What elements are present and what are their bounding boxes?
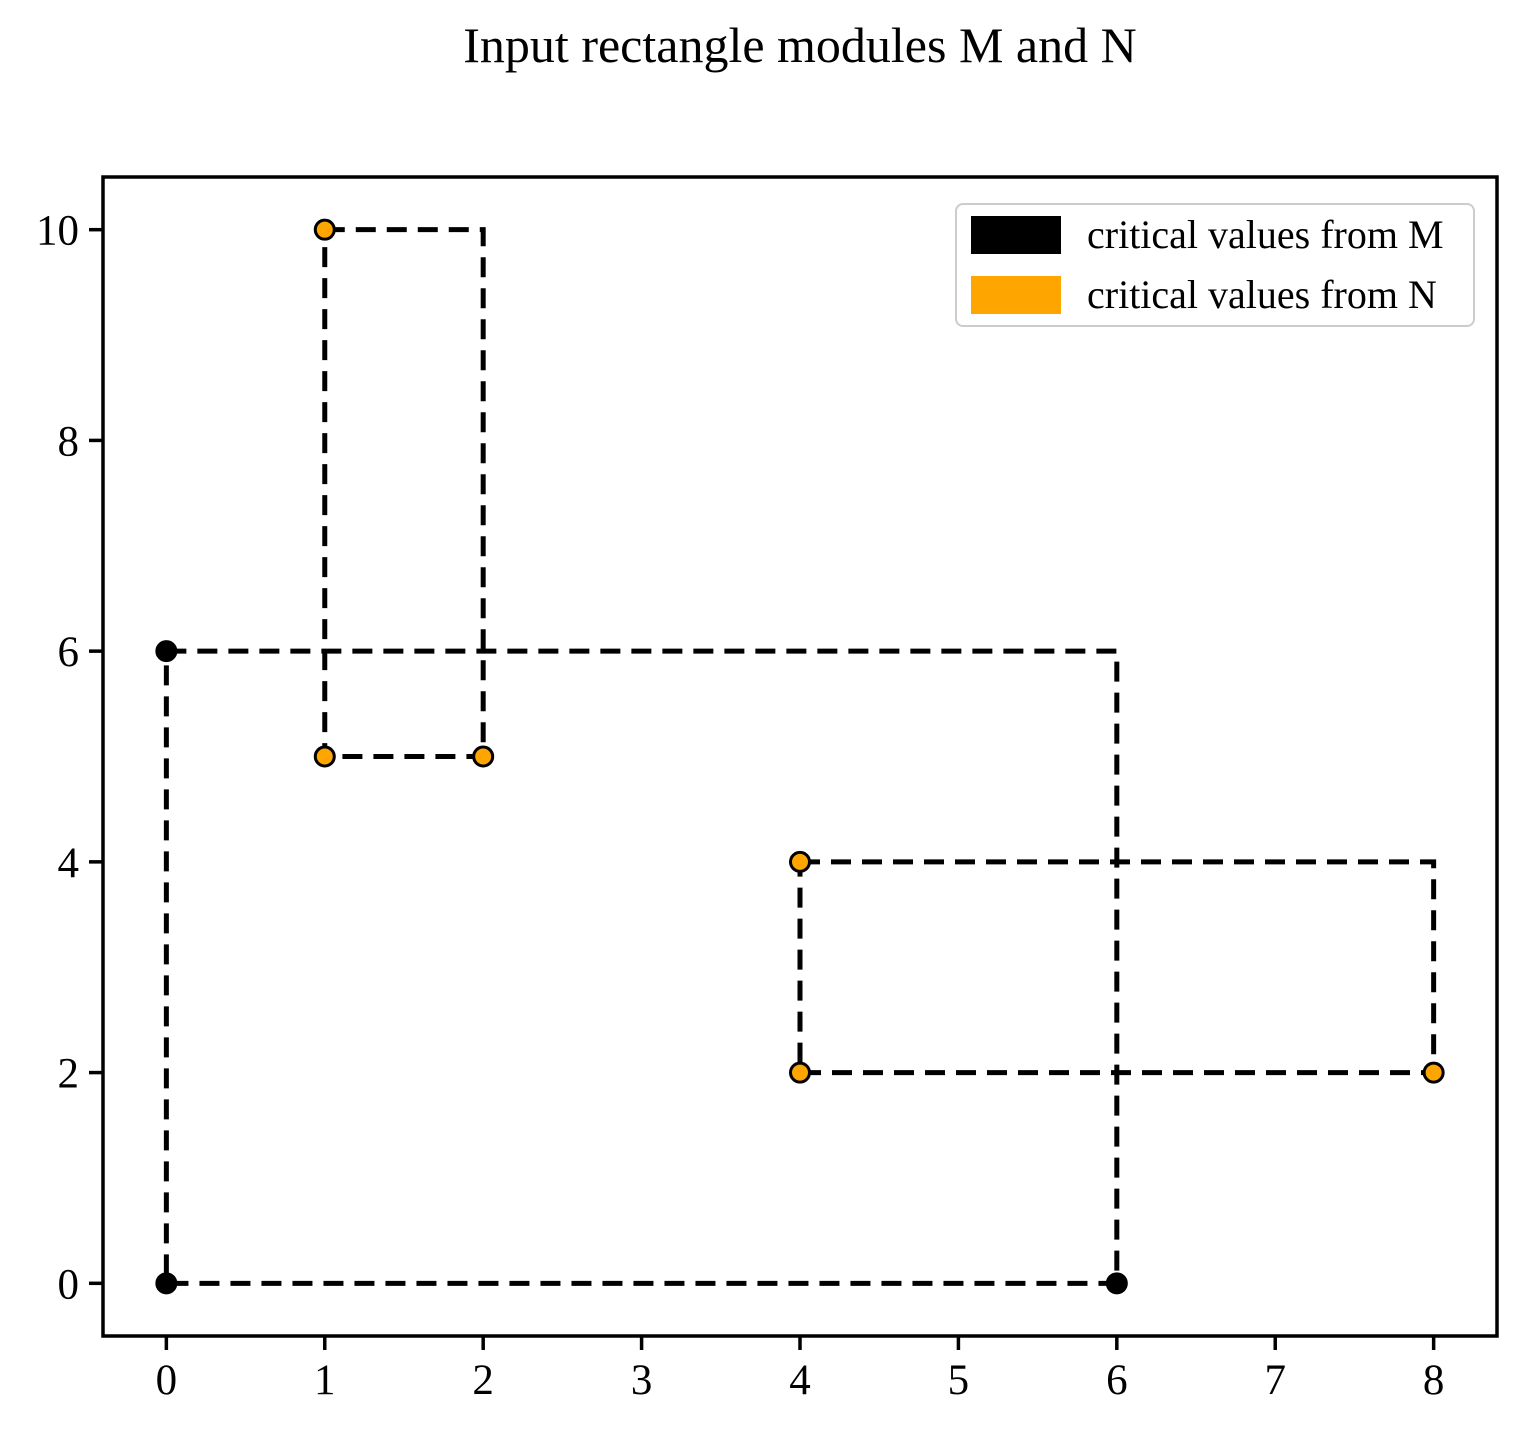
x-tick-label: 0	[156, 1357, 178, 1404]
module-rectangle-m	[163, 648, 1120, 1286]
x-tick-label: 7	[1264, 1357, 1286, 1404]
y-tick-label: 4	[58, 840, 80, 887]
legend-label-m: critical values from M	[1087, 212, 1444, 257]
critical-point-m	[155, 640, 178, 663]
critical-point-m	[1105, 1272, 1128, 1295]
legend-swatch-n-icon	[971, 276, 1061, 314]
x-tick-label: 5	[948, 1357, 970, 1404]
critical-point-n	[789, 1061, 811, 1084]
critical-point-n	[789, 850, 811, 873]
x-tick-label: 3	[631, 1357, 653, 1404]
module-rectangle-n	[797, 859, 1437, 1076]
y-tick-label: 10	[36, 208, 79, 255]
x-tick-label: 4	[789, 1357, 811, 1404]
legend-label-n: critical values from N	[1087, 272, 1437, 317]
critical-point-n	[313, 218, 336, 241]
legend-item-n: critical values from N	[971, 275, 1459, 315]
chart-title: Input rectangle modules M and N	[463, 17, 1137, 73]
y-tick-label: 2	[58, 1051, 80, 1098]
module-rectangle-n	[322, 227, 486, 759]
x-tick-label: 6	[1106, 1357, 1128, 1404]
x-tick-label: 8	[1423, 1357, 1445, 1404]
critical-point-n	[313, 745, 336, 768]
y-tick-label: 8	[58, 418, 80, 465]
y-tick-label: 6	[58, 629, 80, 676]
legend-item-m: critical values from M	[971, 215, 1459, 255]
critical-point-m	[155, 1272, 178, 1295]
axes-frame	[101, 175, 1499, 1338]
y-tick-label: 0	[58, 1261, 80, 1308]
legend-swatch-m-icon	[971, 216, 1061, 254]
critical-point-n	[1422, 1061, 1445, 1084]
legend: critical values from M critical values f…	[955, 203, 1475, 327]
x-tick-label: 1	[314, 1357, 336, 1404]
critical-point-n	[472, 745, 495, 768]
x-tick-label: 2	[472, 1357, 494, 1404]
